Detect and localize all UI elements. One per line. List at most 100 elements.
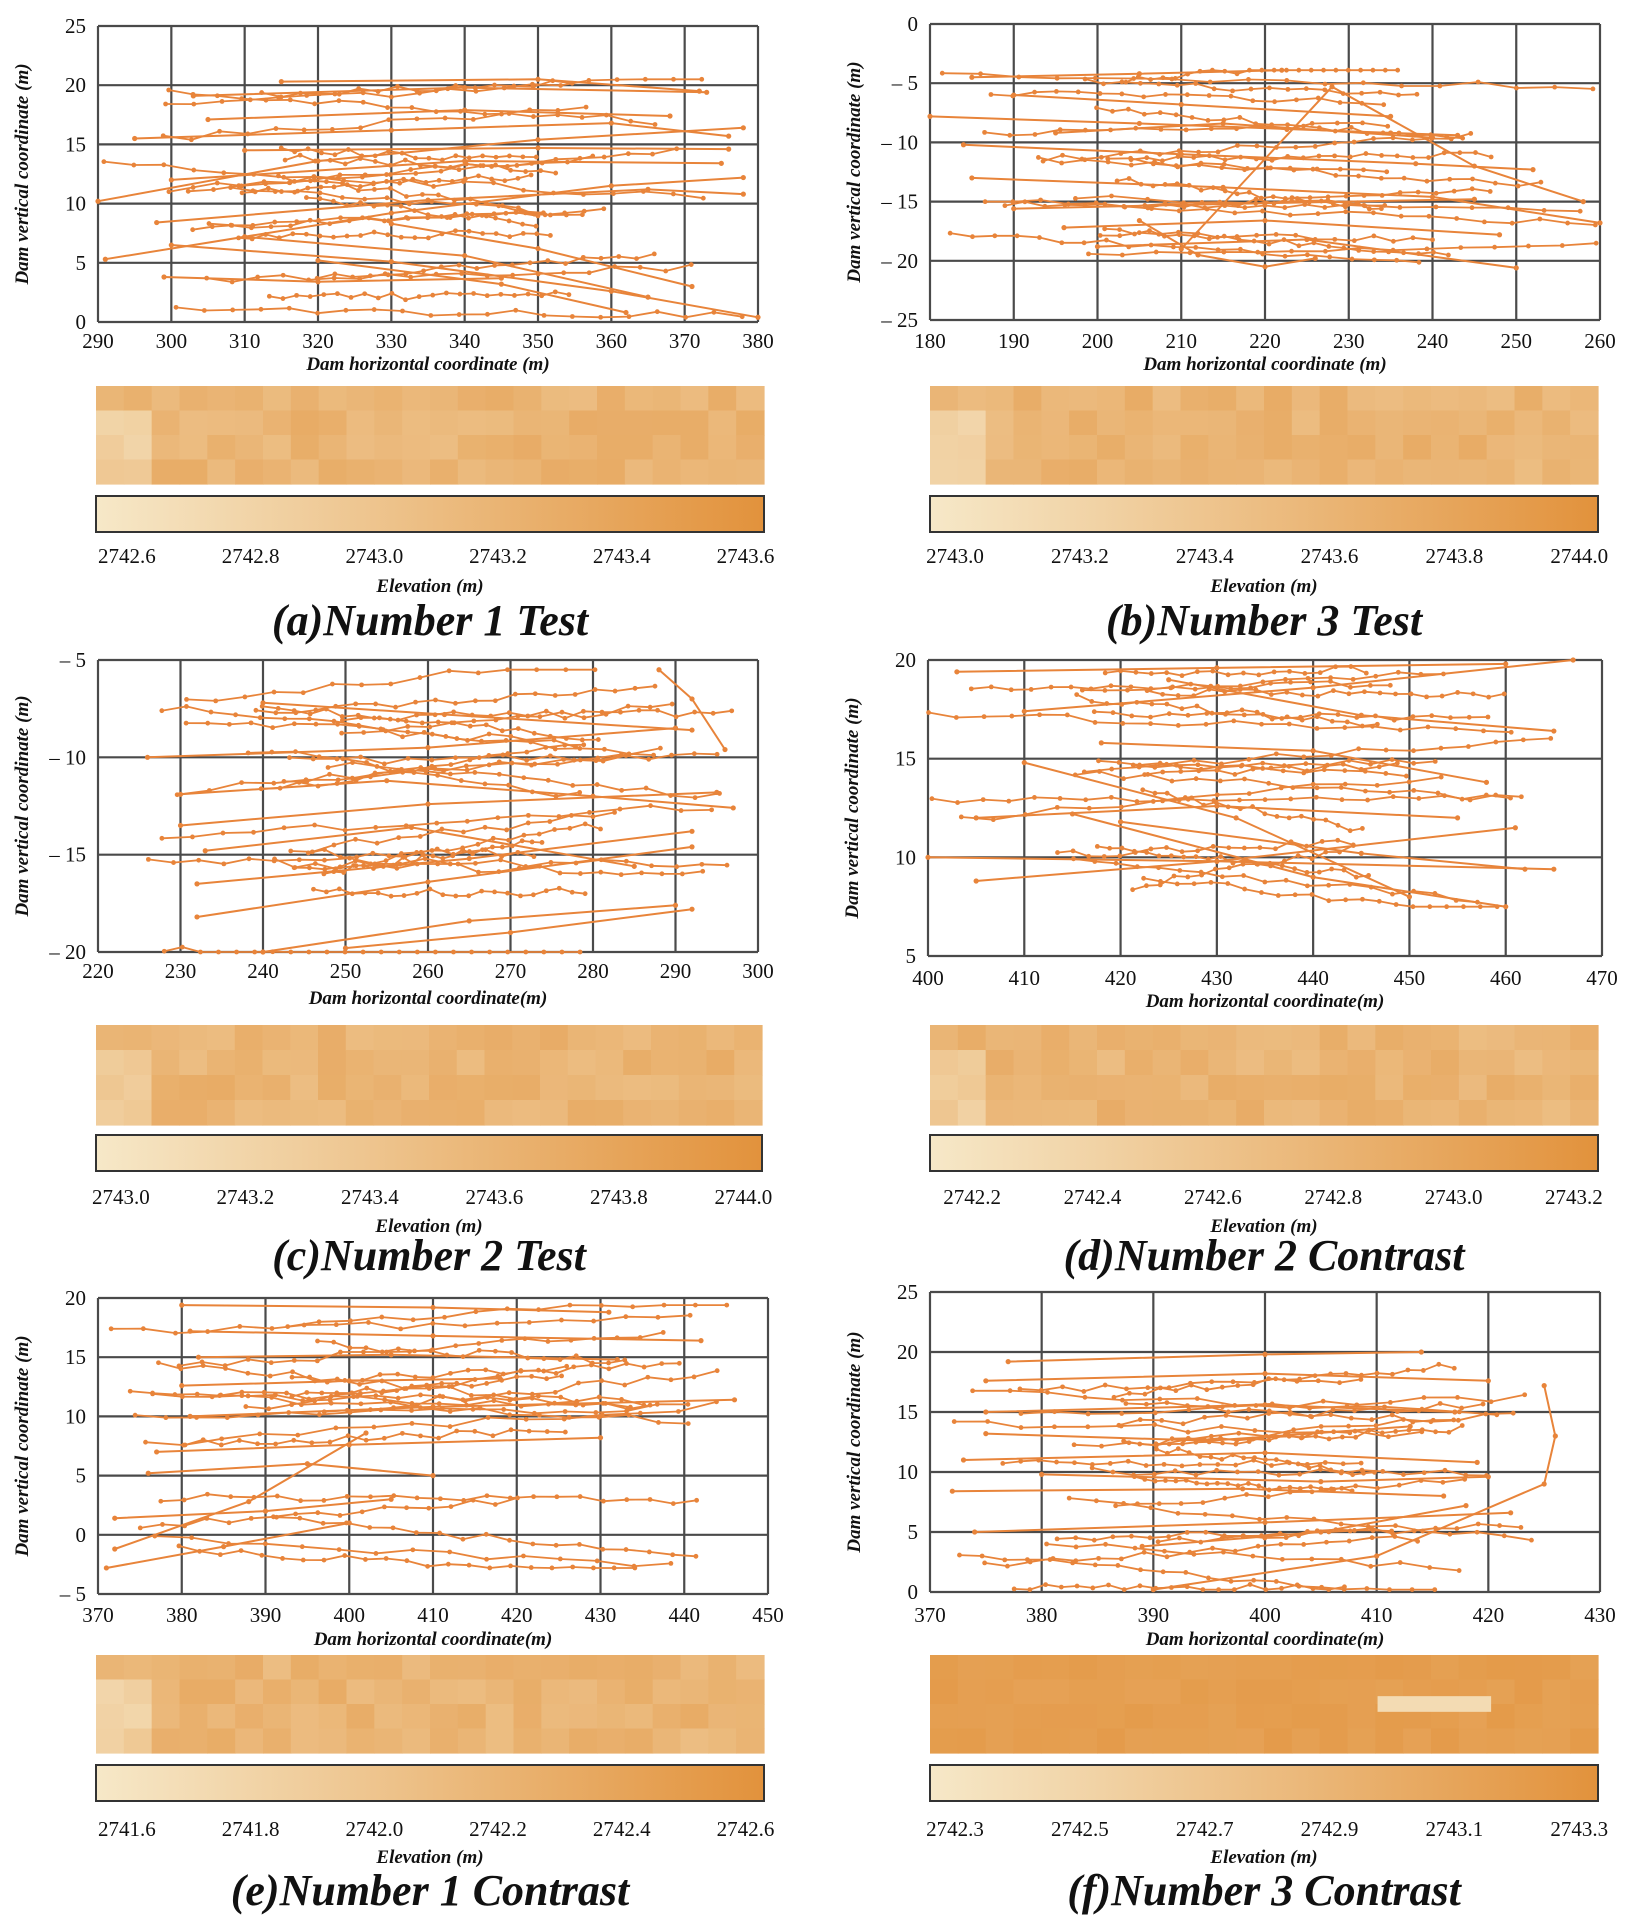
trace-point [405, 724, 411, 729]
trace-point [269, 749, 275, 755]
trace-point [371, 307, 377, 312]
trace-point [1252, 1428, 1258, 1433]
heatmap-cell [1041, 435, 1070, 461]
x-axis-label: Dam horizontal coordinate(m) [313, 1629, 553, 1650]
trace-point [1121, 776, 1127, 782]
trace-point [469, 1383, 475, 1389]
trace-point [462, 253, 468, 259]
heatmap-cell [1152, 459, 1182, 485]
heatmap-cell [457, 435, 487, 461]
trace-point [480, 231, 486, 236]
heatmap-cell [1291, 1075, 1321, 1101]
heatmap-cell [318, 1655, 348, 1681]
trace-point [385, 202, 390, 208]
trace-point [408, 167, 414, 172]
trace-point [388, 1399, 394, 1405]
trace-point [431, 184, 436, 189]
heatmap-cell [1013, 1075, 1042, 1101]
trace-point [1469, 205, 1475, 211]
trace-point [346, 218, 352, 224]
trace-point [505, 751, 511, 756]
trace-point [1186, 182, 1192, 188]
trace-point [1374, 782, 1380, 788]
trace-point [1339, 1485, 1345, 1491]
trace-point [978, 71, 983, 77]
trace-point [484, 273, 490, 279]
trace-point [1541, 1481, 1547, 1487]
trace-point [388, 210, 394, 216]
heatmap-cell [151, 435, 181, 461]
trace-point [333, 1425, 339, 1431]
trace-point [1193, 776, 1199, 782]
trace-point [305, 185, 311, 191]
trace-point [598, 869, 604, 875]
trace-point [1086, 805, 1092, 811]
trace-point [472, 1428, 478, 1434]
heatmap-cell [123, 435, 153, 461]
trace-point [476, 173, 481, 179]
trace-point [1246, 77, 1251, 82]
trace-point [1152, 1422, 1158, 1427]
trace-point [1180, 1421, 1186, 1427]
trace-point [112, 1515, 118, 1521]
trace-point [1389, 757, 1395, 762]
trace-point [1410, 137, 1415, 143]
heatmap-cell [123, 1728, 153, 1754]
trace-point [1260, 1435, 1265, 1440]
trace-point [1424, 694, 1429, 700]
trace-point [1378, 175, 1384, 181]
trace-point [1393, 691, 1398, 697]
heatmap-cell [234, 1025, 264, 1051]
heatmap-cell [541, 1728, 570, 1754]
trace-point [1118, 1423, 1124, 1429]
trace-point [1308, 1484, 1314, 1490]
trace-point [1179, 1463, 1185, 1469]
trace-point [197, 1548, 203, 1554]
trace-point [1350, 842, 1356, 848]
trace-point [1152, 1410, 1158, 1416]
trace-point [552, 1389, 558, 1395]
trace-point [1262, 203, 1268, 208]
heatmap-cell [1208, 435, 1237, 461]
trace-point [375, 890, 381, 896]
trace-point [520, 231, 526, 236]
trace-point [1088, 686, 1094, 692]
heatmap-cell [1180, 1025, 1209, 1051]
heatmap-cell [1542, 1679, 1571, 1705]
heatmap-cell [1570, 1100, 1599, 1126]
heatmap-cell [457, 410, 487, 436]
trace-point [1552, 84, 1558, 90]
trace-point [298, 1498, 303, 1504]
heatmap-cell [1514, 1704, 1543, 1730]
trace-point [717, 791, 722, 796]
trace-point [588, 1362, 594, 1368]
trace-point [490, 1433, 496, 1439]
trace-point [1217, 778, 1223, 784]
trace-filler [928, 711, 1512, 734]
trace-point [290, 231, 296, 237]
trace-point [1222, 203, 1228, 209]
trace-point [499, 1337, 505, 1343]
trace-point [676, 1409, 681, 1414]
trace-point [1246, 1481, 1251, 1486]
trace-point [451, 709, 457, 715]
trace-point [637, 1410, 643, 1416]
heatmap-cell [1208, 386, 1237, 412]
trace-point [507, 234, 513, 240]
trace-point [1068, 684, 1074, 690]
heatmap-cell [1291, 410, 1321, 436]
trace-point [1371, 233, 1377, 239]
trace-point [357, 184, 363, 189]
trace-point [1551, 866, 1557, 872]
trace-point [1283, 677, 1288, 682]
trace-point [1270, 194, 1276, 200]
x-tick-label: 370 [914, 1603, 946, 1627]
trace-point [1158, 879, 1163, 884]
heatmap-cell [1319, 459, 1349, 485]
trace-point [1132, 850, 1138, 855]
trace-point [587, 810, 592, 815]
trace-point [1309, 1556, 1315, 1562]
trace-point [402, 854, 408, 860]
trace-point [647, 1402, 653, 1408]
trace-point [536, 831, 542, 837]
